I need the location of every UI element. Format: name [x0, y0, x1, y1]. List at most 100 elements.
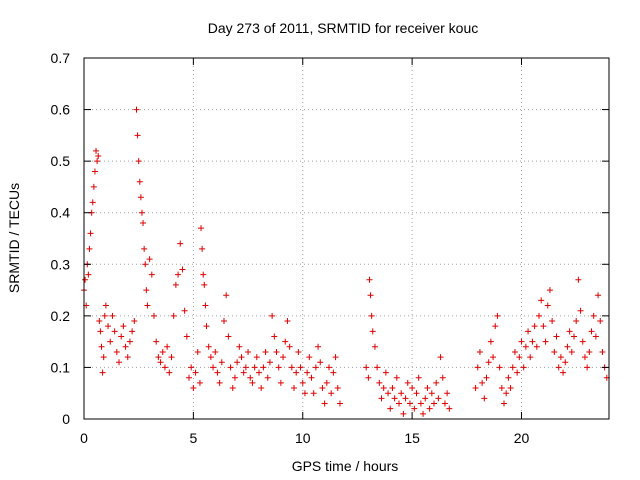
data-point: [249, 379, 256, 386]
data-point: [131, 318, 138, 325]
data-point: [509, 364, 516, 371]
data-point: [321, 400, 328, 407]
data-point: [151, 312, 157, 319]
data-point: [116, 359, 122, 366]
data-point: [181, 307, 188, 314]
data-point: [568, 348, 575, 355]
data-point: [529, 338, 536, 345]
data-point: [369, 328, 376, 335]
data-point: [579, 338, 586, 345]
data-point: [417, 400, 424, 407]
data-point: [207, 354, 214, 361]
data-point: [203, 323, 210, 330]
data-point: [597, 318, 604, 325]
data-point: [190, 385, 197, 392]
data-point: [188, 364, 195, 371]
chart-title: Day 273 of 2011, SRMTID for receiver kou…: [208, 20, 479, 36]
data-point: [238, 354, 245, 361]
x-tick-label: 10: [295, 430, 311, 446]
data-point: [91, 168, 98, 175]
data-point: [126, 338, 133, 345]
data-point: [487, 338, 494, 345]
data-point: [284, 318, 291, 325]
y-tick-label: 0.4: [51, 205, 71, 221]
data-point: [514, 369, 521, 376]
y-tick-label: 0: [62, 411, 70, 427]
data-point: [396, 400, 402, 407]
data-point: [566, 328, 573, 335]
data-point: [498, 385, 505, 392]
data-point: [433, 379, 440, 386]
data-point: [560, 369, 567, 376]
data-point: [304, 369, 311, 376]
plot-frame: [83, 57, 610, 420]
data-point: [212, 348, 219, 355]
data-point: [166, 369, 173, 376]
data-point: [113, 348, 120, 355]
data-point: [368, 312, 375, 319]
data-point: [505, 374, 512, 381]
data-point: [295, 348, 302, 355]
data-point: [474, 364, 481, 371]
data-point: [542, 338, 549, 345]
data-point: [599, 348, 606, 355]
data-point: [503, 390, 510, 397]
data-point: [87, 230, 94, 237]
data-point: [153, 338, 160, 345]
data-point: [111, 328, 118, 335]
data-point: [444, 390, 451, 397]
data-point: [310, 390, 317, 397]
data-point: [144, 302, 151, 309]
data-point: [437, 354, 444, 361]
data-point: [134, 132, 141, 139]
data-point: [420, 410, 427, 417]
data-point: [179, 266, 186, 273]
data-point: [297, 364, 304, 371]
data-point: [575, 276, 582, 283]
data-point: [253, 354, 260, 361]
data-point: [216, 379, 223, 386]
data-point: [326, 364, 332, 371]
data-point: [186, 374, 192, 381]
data-point: [481, 395, 488, 402]
data-point: [374, 364, 381, 371]
data-point: [229, 385, 236, 392]
data-point: [205, 343, 212, 350]
data-point: [133, 106, 140, 113]
data-point: [198, 225, 205, 232]
data-point: [382, 369, 389, 376]
data-point: [330, 369, 337, 376]
data-markers: [81, 106, 610, 417]
data-point: [525, 328, 532, 335]
data-point: [282, 338, 289, 345]
data-point: [225, 333, 232, 340]
data-point: [557, 354, 564, 361]
data-point: [293, 369, 300, 376]
data-point: [273, 348, 280, 355]
data-point: [175, 271, 182, 278]
data-point: [223, 292, 230, 299]
data-point: [564, 343, 571, 350]
data-point: [435, 395, 442, 402]
data-point: [221, 318, 227, 325]
x-tick-label: 20: [514, 430, 530, 446]
data-point: [315, 343, 322, 350]
data-point: [177, 240, 184, 247]
data-point: [97, 328, 104, 335]
y-tick-label: 0.3: [51, 256, 71, 272]
data-point: [124, 354, 131, 361]
data-point: [413, 390, 420, 397]
data-point: [218, 359, 225, 366]
data-point: [595, 292, 602, 299]
data-point: [262, 348, 269, 355]
y-axis-label: SRMTID / TECUs: [6, 183, 22, 293]
data-point: [93, 147, 100, 154]
data-point: [378, 395, 385, 402]
data-point: [146, 256, 153, 263]
data-point: [136, 178, 143, 185]
data-point: [540, 323, 547, 330]
data-point: [99, 369, 106, 376]
data-point: [317, 359, 324, 366]
data-point: [527, 354, 534, 361]
